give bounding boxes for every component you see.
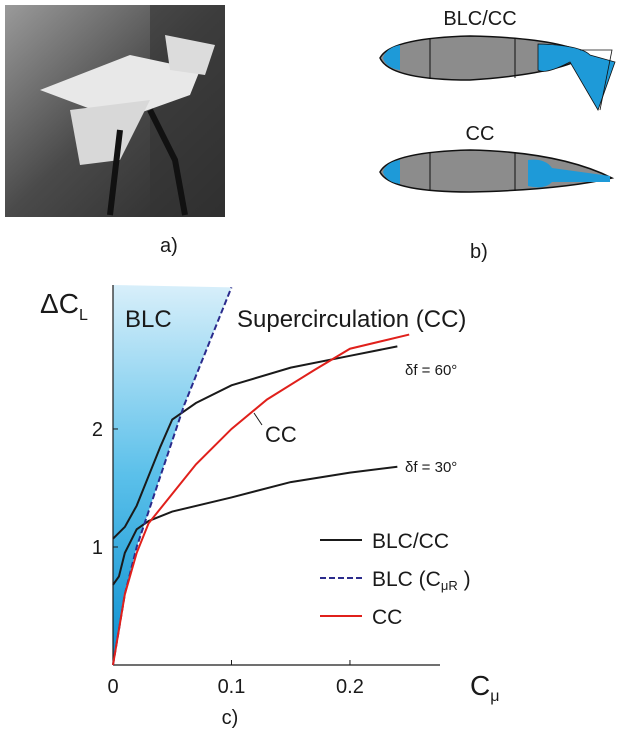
y-tick-label: 1 (92, 537, 103, 559)
x-axis-label: Cμ (470, 670, 499, 705)
y-tick-label: 2 (92, 419, 103, 441)
photo (5, 5, 225, 217)
blc-region (113, 285, 231, 665)
panel-label: c) (222, 707, 239, 729)
x-axis-label-main: C (470, 670, 490, 701)
panel-label: a) (160, 235, 178, 257)
annotation: BLC (125, 306, 172, 333)
annotation: δf = 60° (405, 362, 457, 379)
x-axis-label-sub: μ (490, 688, 499, 705)
annotation: δf = 30° (405, 459, 457, 476)
airfoil-label: CC (466, 123, 495, 145)
y-axis-label-sub: L (79, 307, 88, 324)
legend-label-main: BLC (C (372, 568, 441, 591)
y-axis-label: ΔCL (40, 288, 88, 324)
airfoil-label: BLC/CC (443, 8, 516, 30)
legend-label: BLC/CC (372, 530, 449, 553)
legend-label-tail: ) (458, 568, 471, 591)
airfoil-cc (380, 150, 612, 192)
legend-label-sub: μR (441, 578, 458, 593)
legend-label: CC (372, 606, 402, 629)
leader-line (254, 413, 262, 425)
airfoil-blc-cc (380, 36, 615, 110)
figure: a) BLC/CC CC b) ΔCL Cμ c) 0 0.1 0.2 1 2 BLC Su… (0, 0, 620, 733)
annotation: Supercirculation (CC) (237, 306, 466, 333)
y-axis-label-main: ΔC (40, 288, 79, 319)
x-tick-label: 0.2 (336, 676, 364, 698)
x-tick-label: 0 (107, 676, 118, 698)
annotation: CC (265, 422, 297, 447)
x-tick-label: 0.1 (218, 676, 246, 698)
legend-label: BLC (CμR ) (372, 568, 471, 593)
panel-label: b) (470, 241, 488, 263)
